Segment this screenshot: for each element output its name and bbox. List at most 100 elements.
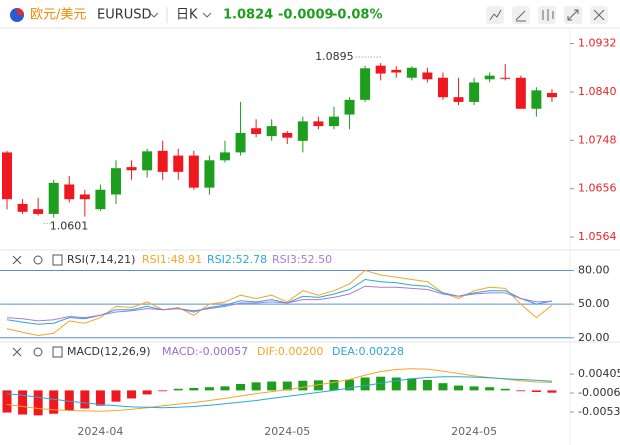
candle-body: [126, 167, 137, 171]
legend-entry: DIF:0.00200: [257, 345, 323, 358]
histogram-bar: [329, 379, 339, 391]
histogram-bar: [391, 377, 401, 391]
tool-icon: [542, 9, 554, 21]
histogram-bar: [454, 385, 464, 391]
histogram-bar: [95, 390, 105, 406]
candle-body: [157, 150, 168, 172]
histogram-bar: [360, 377, 370, 391]
y-tick-label: 50.00: [578, 297, 610, 310]
histogram-bar: [111, 390, 121, 402]
candle-body: [406, 67, 417, 78]
candle-body: [204, 160, 215, 188]
candle-body: [188, 155, 199, 188]
candle-body: [173, 155, 184, 172]
histogram-bar: [2, 390, 12, 413]
low-label: 1.0601: [50, 220, 89, 233]
candle-body: [469, 82, 480, 102]
histogram-bar: [282, 381, 292, 391]
tool-icon: [515, 10, 526, 22]
flag-icon: [10, 8, 24, 22]
histogram-bar: [313, 380, 323, 391]
candle-body: [142, 151, 153, 171]
histogram-bar: [298, 380, 308, 391]
histogram-bar: [516, 390, 526, 392]
tool-icon: [567, 9, 579, 21]
legend-entry: RSI1:48.91: [142, 253, 202, 266]
panel-icon[interactable]: [52, 254, 63, 266]
y-tick-label: 0.00405: [578, 367, 620, 380]
candle-body: [515, 77, 526, 109]
candle-body: [17, 203, 28, 212]
change-pct: -0.08%: [332, 8, 383, 23]
candle-body: [266, 126, 277, 137]
histogram-bar: [18, 390, 28, 415]
tool-icon: [489, 9, 502, 21]
histogram-bar: [407, 378, 417, 391]
legend-entry: RSI2:52.78: [207, 253, 267, 266]
toolbar: [486, 6, 608, 24]
histogram-bar: [547, 390, 557, 393]
histogram-bar: [189, 387, 199, 391]
panel-icon[interactable]: [52, 346, 63, 358]
panel-controls: [12, 254, 63, 358]
candle-body: [531, 90, 542, 109]
histogram-bar: [158, 390, 168, 392]
candle-body: [95, 189, 106, 210]
histogram-bar: [64, 390, 74, 411]
y-tick-label: -0.00066: [578, 386, 620, 399]
histogram-bar: [220, 386, 230, 391]
candle-body: [110, 168, 121, 195]
candle-body: [33, 209, 44, 214]
indicator-line: [6, 285, 553, 322]
x-tick-label: 2024-05: [264, 425, 310, 438]
candle-body: [437, 77, 448, 98]
close-icon[interactable]: [12, 347, 22, 357]
dropdown-icon[interactable]: [149, 12, 159, 18]
x-tick-label: 2024-04: [77, 425, 123, 438]
candle-body: [251, 128, 262, 135]
candle-body: [484, 75, 495, 80]
histogram-bar: [469, 386, 479, 391]
settings-icon[interactable]: [33, 347, 43, 357]
histogram-bar: [485, 387, 495, 391]
histogram-bar: [267, 381, 277, 391]
candle-body: [282, 132, 293, 138]
y-tick-label: 80.00: [578, 263, 610, 276]
period[interactable]: 日K: [176, 8, 198, 23]
settings-icon[interactable]: [33, 255, 43, 265]
indicator-line: [6, 368, 553, 412]
y-tick-label: 20.00: [578, 331, 610, 344]
y-tick-label: 1.0840: [578, 85, 617, 98]
indicator-line: [6, 376, 553, 409]
dropdown-icon[interactable]: [202, 12, 212, 18]
high-label: 1.0895: [315, 50, 354, 63]
histogram-bar: [345, 379, 355, 391]
close-icon[interactable]: [12, 255, 22, 265]
candle-body: [313, 121, 324, 127]
candle-body: [48, 182, 59, 214]
candle-body: [79, 194, 90, 200]
candle-body: [328, 116, 339, 127]
legend-entry: MACD:-0.00057: [162, 345, 248, 358]
histogram-bar: [251, 382, 261, 391]
change: -0.0009: [278, 8, 334, 23]
histogram-bar: [204, 387, 214, 391]
y-tick-label: 1.0656: [578, 182, 617, 195]
histogram-bar: [173, 388, 183, 391]
y-tick-label: 1.0748: [578, 133, 617, 146]
candle-body: [64, 184, 75, 200]
candle-body: [500, 77, 511, 79]
histogram-bar: [500, 388, 510, 391]
legend-entry: DEA:0.00228: [332, 345, 404, 358]
histogram-bar: [127, 390, 137, 399]
candle-body: [297, 121, 308, 141]
candle-body: [391, 69, 402, 73]
histogram-bar: [33, 390, 43, 416]
candle-body: [375, 65, 386, 74]
histogram-bar: [80, 390, 90, 409]
candle-body: [360, 68, 371, 100]
histogram-bar: [49, 390, 59, 414]
x-tick-label: 2024-05: [451, 425, 497, 438]
symbol: EURUSD: [97, 8, 152, 23]
